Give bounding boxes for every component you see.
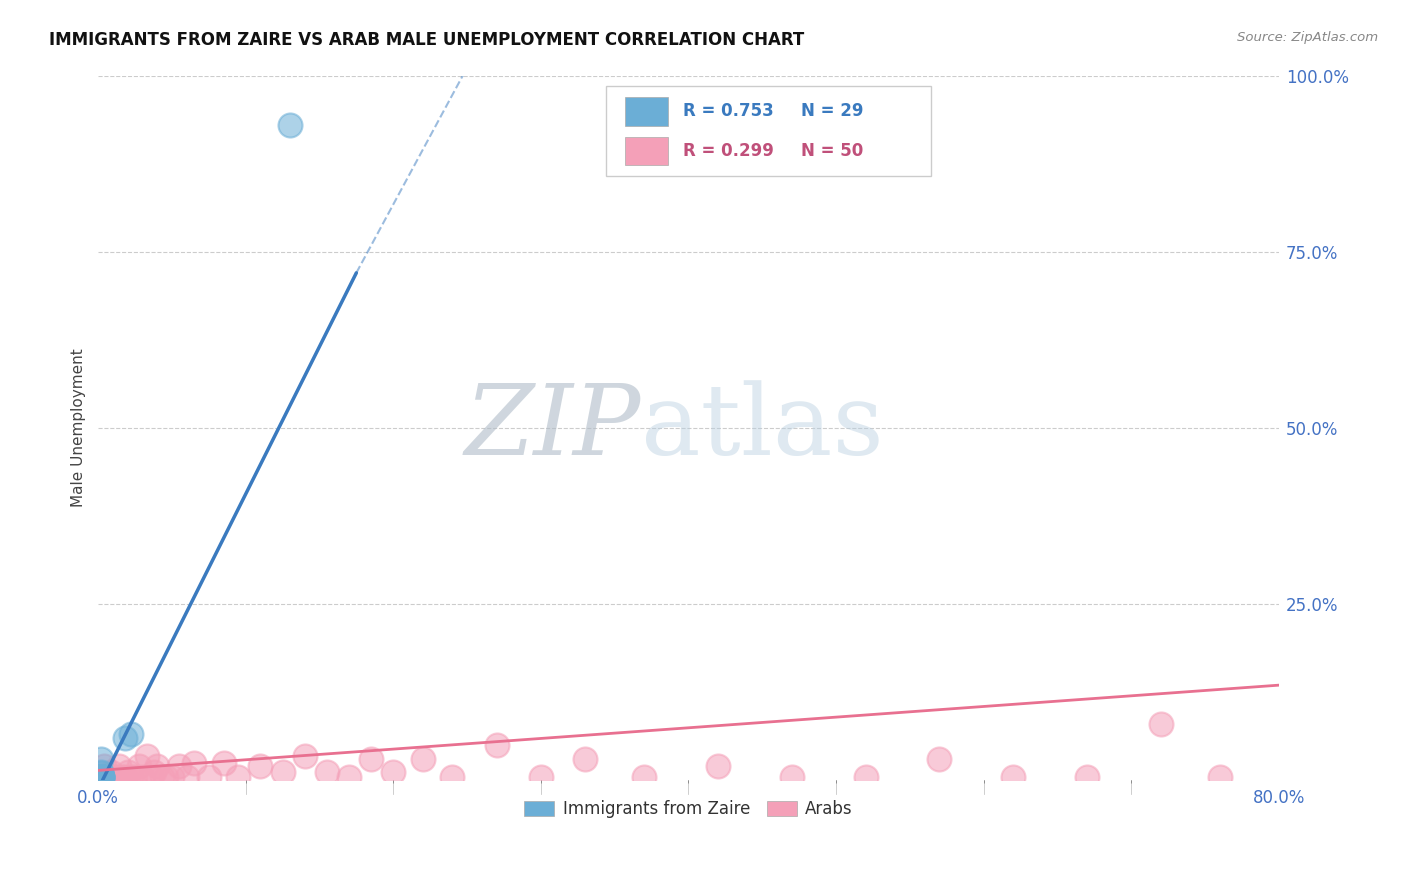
Point xyxy=(90,770,112,784)
Point xyxy=(91,770,114,784)
Point xyxy=(146,759,169,773)
Point xyxy=(1002,770,1025,784)
Point xyxy=(167,759,190,773)
Point xyxy=(155,770,177,784)
Point xyxy=(90,770,112,784)
Point xyxy=(114,731,136,745)
Point xyxy=(90,770,112,784)
Text: R = 0.753: R = 0.753 xyxy=(682,103,773,120)
Point xyxy=(128,759,150,773)
Point xyxy=(1150,717,1173,731)
Text: Source: ZipAtlas.com: Source: ZipAtlas.com xyxy=(1237,31,1378,45)
Point xyxy=(360,752,382,766)
Point xyxy=(91,770,114,784)
Point xyxy=(226,770,249,784)
Point xyxy=(90,770,112,784)
Point xyxy=(90,770,112,784)
Point xyxy=(90,770,112,784)
Point xyxy=(141,770,163,784)
Point xyxy=(780,770,803,784)
Point xyxy=(90,770,112,784)
Text: ZIP: ZIP xyxy=(465,380,641,475)
Point xyxy=(90,770,112,784)
Point xyxy=(90,764,112,779)
Point xyxy=(90,770,112,784)
Y-axis label: Male Unemployment: Male Unemployment xyxy=(72,349,86,508)
Point xyxy=(633,770,655,784)
Point xyxy=(120,727,142,741)
Point xyxy=(97,770,120,784)
Point xyxy=(249,759,271,773)
Point xyxy=(101,770,124,784)
Point xyxy=(100,764,122,779)
Text: N = 29: N = 29 xyxy=(800,103,863,120)
Point xyxy=(441,770,464,784)
Point xyxy=(90,752,112,766)
Point xyxy=(928,752,950,766)
Point xyxy=(90,770,112,784)
Point xyxy=(91,770,114,784)
Point xyxy=(90,770,112,784)
Point xyxy=(90,770,112,784)
Point xyxy=(120,770,142,784)
Point xyxy=(574,752,596,766)
Point xyxy=(212,756,235,770)
Point xyxy=(117,764,139,779)
Point xyxy=(90,770,112,784)
Point xyxy=(183,756,205,770)
Point xyxy=(530,770,553,784)
Text: IMMIGRANTS FROM ZAIRE VS ARAB MALE UNEMPLOYMENT CORRELATION CHART: IMMIGRANTS FROM ZAIRE VS ARAB MALE UNEMP… xyxy=(49,31,804,49)
Point xyxy=(91,770,114,784)
Point xyxy=(90,766,112,780)
Point xyxy=(124,770,146,784)
Point xyxy=(93,759,115,773)
Point xyxy=(90,770,112,784)
Point xyxy=(176,770,198,784)
Point xyxy=(90,770,112,784)
Point xyxy=(337,770,360,784)
Point xyxy=(107,759,129,773)
Point xyxy=(278,118,301,132)
Point xyxy=(485,738,508,752)
Point xyxy=(855,770,877,784)
Point xyxy=(90,770,112,784)
FancyBboxPatch shape xyxy=(624,97,668,126)
Point xyxy=(104,770,127,784)
Text: atlas: atlas xyxy=(641,380,884,475)
Point xyxy=(143,764,166,779)
Point xyxy=(131,770,153,784)
Point xyxy=(90,770,112,784)
Legend: Immigrants from Zaire, Arabs: Immigrants from Zaire, Arabs xyxy=(517,794,859,825)
FancyBboxPatch shape xyxy=(606,87,931,177)
Point xyxy=(197,770,219,784)
Point xyxy=(150,770,173,784)
Point xyxy=(111,770,134,784)
Point xyxy=(315,764,337,779)
Point xyxy=(91,770,114,784)
Point xyxy=(94,770,117,784)
Point xyxy=(114,770,136,784)
Point xyxy=(707,759,730,773)
Point xyxy=(90,770,112,784)
Text: R = 0.299: R = 0.299 xyxy=(682,142,773,160)
Point xyxy=(160,770,183,784)
FancyBboxPatch shape xyxy=(624,136,668,165)
Point xyxy=(412,752,434,766)
Point xyxy=(1076,770,1098,784)
Point xyxy=(382,764,405,779)
Point xyxy=(294,748,316,763)
Point xyxy=(91,770,114,784)
Point xyxy=(135,748,157,763)
Point xyxy=(1209,770,1232,784)
Point xyxy=(271,764,294,779)
Text: N = 50: N = 50 xyxy=(800,142,863,160)
Point xyxy=(90,770,112,784)
